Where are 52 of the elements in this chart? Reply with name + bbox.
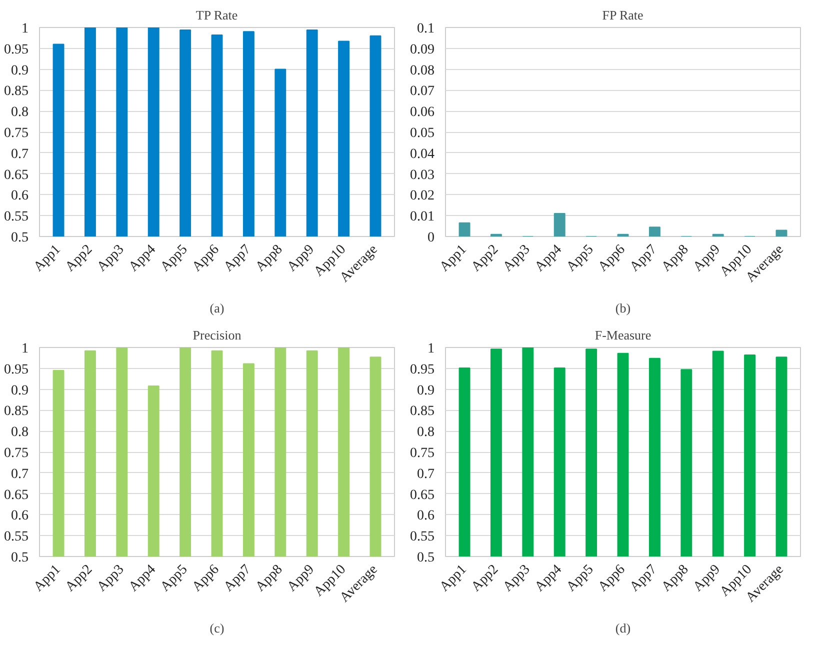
y-tick-label: 0.6 [417, 508, 434, 524]
y-tick-label: 0.06 [410, 105, 434, 120]
y-tick-label: 0.95 [410, 362, 434, 378]
y-tick-label: 0.01 [410, 210, 434, 225]
chart-title: Precision [192, 328, 242, 342]
y-tick-label: 1 [22, 22, 28, 36]
y-tick-label: 0.04 [410, 146, 434, 162]
y-tick-label: 0.85 [410, 404, 434, 420]
y-tick-label: 0.55 [4, 210, 28, 225]
y-tick-label: 0.95 [4, 42, 28, 58]
y-tick-label: 0.07 [410, 84, 434, 100]
y-tick-label: 0.9 [11, 63, 28, 78]
y-tick-label: 0.6 [11, 508, 28, 524]
y-tick-label: 0.08 [410, 63, 434, 78]
y-tick-label: 1 [22, 342, 28, 356]
text: (a) [210, 300, 224, 316]
y-tick-label: 0.05 [410, 126, 434, 141]
y-tick-label: 0.65 [4, 488, 28, 503]
y-tick-label: 0.1 [417, 22, 434, 36]
y-tick-label: 0.75 [410, 446, 434, 461]
y-tick-label: 0.8 [11, 425, 28, 440]
y-tick-label: 0.9 [417, 383, 434, 398]
y-tick-label: 0.65 [410, 488, 434, 503]
y-tick-label: 0.9 [11, 383, 28, 398]
y-tick-label: 0.03 [410, 168, 434, 183]
y-tick-label: 0.75 [4, 446, 28, 461]
chart-title: TP Rate [196, 8, 238, 22]
y-tick-label: 0 [428, 230, 434, 246]
y-tick-label: 0.8 [417, 425, 434, 440]
y-tick-label: 0.6 [11, 188, 28, 204]
y-tick-label: 0.55 [4, 530, 28, 545]
chart-title: FP Rate [602, 8, 644, 22]
y-tick-label: 0.75 [4, 126, 28, 141]
y-tick-label: 0.5 [11, 230, 28, 246]
y-tick-label: 0.7 [11, 146, 28, 162]
y-tick-label: 0.5 [417, 550, 434, 566]
y-tick-label: 0.85 [4, 84, 28, 100]
y-tick-label: 0.5 [11, 550, 28, 566]
chart-title: F-Measure [594, 328, 652, 342]
text: (d) [615, 620, 631, 636]
y-tick-label: 1 [428, 342, 434, 356]
y-tick-label: 0.8 [11, 105, 28, 120]
y-tick-label: 0.7 [11, 466, 28, 482]
y-tick-label: 0.95 [4, 362, 28, 378]
y-tick-label: 0.85 [4, 404, 28, 420]
y-tick-label: 0.02 [410, 188, 434, 204]
y-tick-label: 0.55 [410, 530, 434, 545]
y-tick-label: 0.7 [417, 466, 434, 482]
text: (b) [615, 300, 631, 316]
text: (c) [210, 620, 224, 636]
y-tick-label: 0.65 [4, 168, 28, 183]
y-tick-label: 0.09 [410, 42, 434, 58]
